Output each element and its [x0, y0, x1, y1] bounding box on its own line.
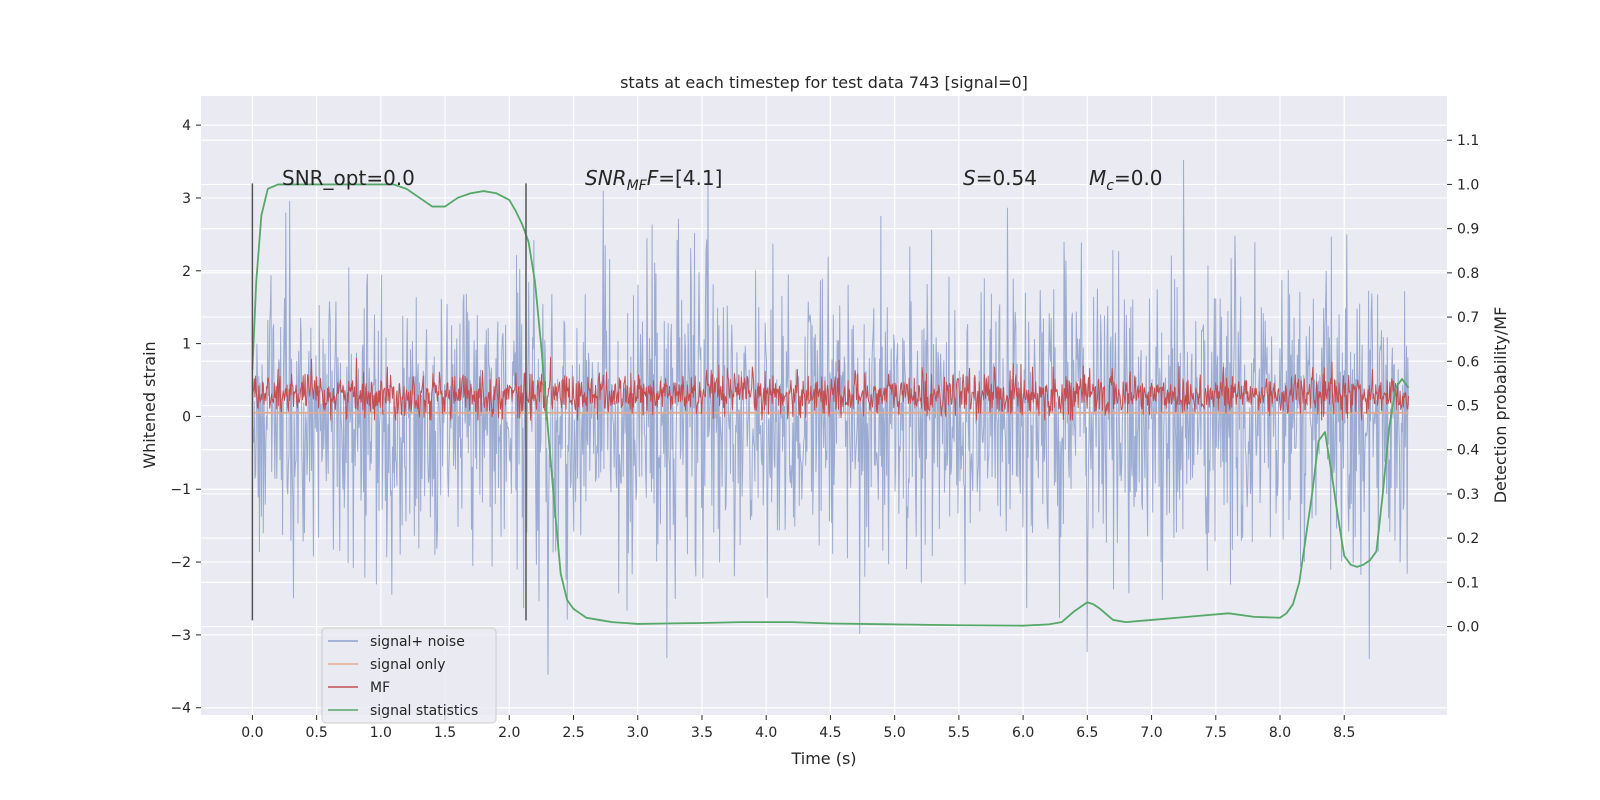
s-value: =0.54: [976, 166, 1037, 190]
series-mf: [251, 356, 1409, 421]
y-right-tick-label: 0.0: [1457, 620, 1479, 636]
x-tick-label: 3.5: [691, 725, 713, 741]
mc-annotation: Mc=0.0: [1089, 166, 1163, 194]
snr-mf-sub: MF: [627, 178, 648, 194]
x-tick-label: 1.0: [370, 725, 392, 741]
y-right-tick-label: 1.1: [1457, 133, 1479, 149]
y-tick-label: 1: [182, 337, 191, 353]
y-tick-label: 4: [182, 118, 191, 134]
x-tick-label: 2.0: [498, 725, 520, 741]
x-tick-label: 5.0: [884, 725, 906, 741]
vertical-markers: [251, 183, 527, 621]
y-right-tick-label: 0.1: [1457, 575, 1479, 591]
s-annotation: S=0.54: [963, 166, 1037, 190]
x-tick-label: 6.5: [1076, 725, 1098, 741]
y-right-tick-label: 1.0: [1457, 177, 1479, 193]
mc-sub: c: [1106, 178, 1114, 194]
y-right-tick-label: 0.4: [1457, 443, 1479, 459]
snr-opt-annotation: SNR_opt=0.0: [282, 166, 415, 190]
x-tick-label: 0.0: [241, 725, 263, 741]
x-tick-label: 0.5: [305, 725, 327, 741]
y-right-tick-label: 0.7: [1457, 310, 1479, 326]
x-tick-label: 1.5: [434, 725, 456, 741]
x-tick-label: 4.5: [819, 725, 841, 741]
mc-value: =0.0: [1114, 166, 1163, 190]
legend-label-signal-noise: signal+ noise: [370, 634, 465, 650]
x-tick-label: 3.0: [627, 725, 649, 741]
chart-title: stats at each timestep for test data 743…: [620, 73, 1028, 92]
snr-mf-value: =[4.1]: [658, 166, 722, 190]
snr-mf-annotation: SNRMFF=[4.1]: [585, 166, 722, 194]
x-axis-label: Time (s): [790, 749, 856, 768]
snr-mf-main: SNR: [585, 166, 627, 190]
y-right-tick-label: 0.2: [1457, 531, 1479, 547]
y-right-tick-label: 0.9: [1457, 222, 1479, 238]
y-right-axis-label: Detection probability/MF: [1491, 307, 1510, 504]
y-right-tick-label: 0.6: [1457, 354, 1479, 370]
y-tick-label: −2: [170, 555, 191, 571]
mc-main: M: [1089, 166, 1106, 190]
series-signal-statistics: [251, 183, 1410, 627]
x-tick-label: 8.0: [1269, 725, 1291, 741]
y-tick-label: −3: [170, 628, 191, 644]
data-layer: [251, 159, 1410, 675]
legend-label-signal-only: signal only: [370, 657, 445, 673]
x-tick-label: 8.5: [1333, 725, 1355, 741]
y-tick-label: −4: [170, 701, 191, 717]
legend-box: [321, 627, 497, 724]
y-tick-label: 2: [182, 264, 191, 280]
x-tick-label: 7.0: [1140, 725, 1162, 741]
y-right-tick-label: 0.3: [1457, 487, 1479, 503]
x-tick-label: 6.0: [1012, 725, 1034, 741]
x-tick-label: 7.5: [1205, 725, 1227, 741]
legend-label-mf: MF: [370, 680, 390, 696]
legend-label-signal-statistics: signal statistics: [370, 703, 478, 719]
y-axis-label: Whitened strain: [140, 341, 159, 468]
y-right-tick-label: 0.5: [1457, 399, 1479, 415]
x-tick-label: 5.5: [948, 725, 970, 741]
x-tick-label: 2.5: [562, 725, 584, 741]
legend: signal+ noise signal only MF signal stat…: [321, 627, 497, 724]
ticks: 0.0 0.5 1.0 1.5 2.0 2.5 3.0 3.5 4.0 4.5 5.0 5.5 6.0 6…: [170, 118, 1479, 741]
y-tick-label: 3: [182, 191, 191, 207]
x-tick-label: 4.0: [755, 725, 777, 741]
y-tick-label: −1: [170, 482, 191, 498]
y-right-tick-label: 0.8: [1457, 266, 1479, 282]
s-main: S: [963, 166, 976, 190]
y-tick-label: 0: [182, 409, 191, 425]
